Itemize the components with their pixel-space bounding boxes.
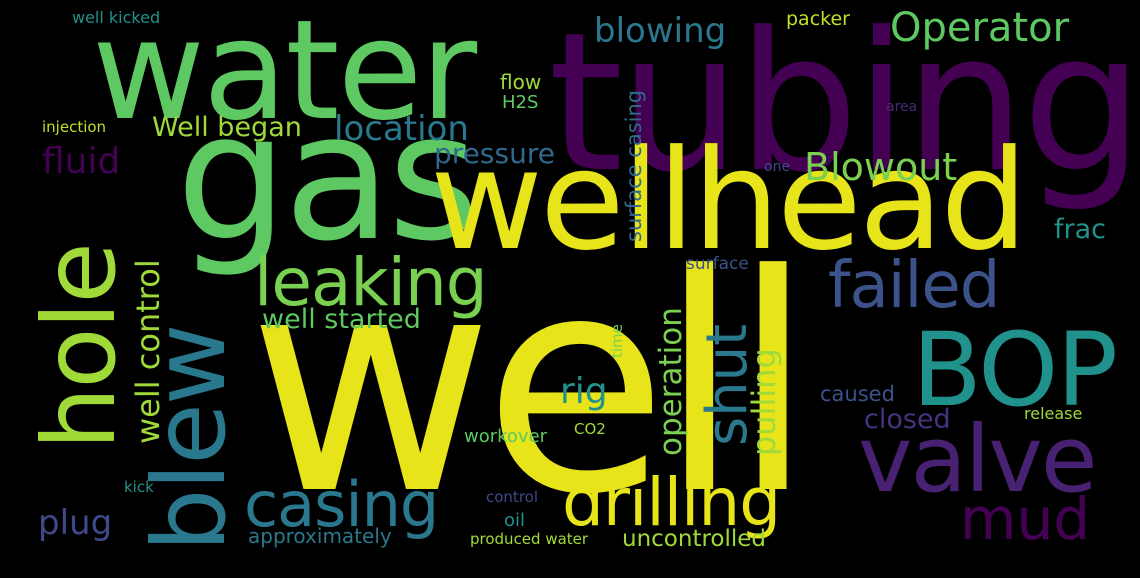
word-water: water	[92, 0, 477, 151]
word-co2: CO2	[574, 420, 606, 438]
word-operation: operation	[653, 307, 689, 456]
word-blowing: blowing	[594, 11, 727, 51]
word-plug: plug	[38, 503, 113, 543]
word-one: one	[764, 159, 791, 175]
word-well: well	[248, 211, 815, 560]
word-release: release	[1024, 404, 1083, 423]
word-frac: frac	[1054, 214, 1106, 245]
word-casing: casing	[244, 468, 439, 541]
word-caused: caused	[820, 382, 895, 406]
word-h2s: H2S	[502, 92, 539, 113]
word-kick: kick	[124, 478, 154, 496]
word-area: area	[886, 99, 918, 115]
word-pulling: pulling	[745, 348, 783, 456]
word-pressure: pressure	[434, 137, 555, 170]
word-time: time	[608, 324, 626, 358]
word-surface-casing: surface casing	[622, 89, 646, 242]
word-closed: closed	[864, 404, 951, 435]
word-approximately: approximately	[248, 524, 392, 548]
word-drilling: drilling	[562, 464, 781, 541]
word-operator: Operator	[890, 5, 1070, 51]
word-hole: hole	[21, 244, 138, 450]
word-failed: failed	[828, 249, 1000, 323]
word-gas: gas	[176, 75, 479, 280]
word-well-began: Well began	[152, 112, 302, 143]
word-uncontrolled: uncontrolled	[622, 526, 767, 552]
word-workover: workover	[464, 426, 548, 447]
word-flow: flow	[500, 70, 542, 94]
word-well-control: well control	[129, 259, 167, 444]
word-rig: rig	[560, 371, 608, 412]
word-surface: surface	[686, 254, 749, 274]
word-location: location	[334, 109, 469, 149]
word-mud: mud	[960, 485, 1091, 553]
word-packer: packer	[786, 8, 850, 30]
word-tubing: tubing	[548, 0, 1140, 215]
word-injection: injection	[42, 118, 107, 136]
word-oil: oil	[504, 510, 526, 531]
word-leaking: leaking	[254, 244, 488, 321]
word-produced-water: produced water	[470, 530, 589, 548]
word-control: control	[486, 488, 538, 506]
word-fluid: fluid	[42, 141, 121, 182]
word-well-kicked: well kicked	[72, 8, 161, 27]
word-bop: BOP	[912, 311, 1118, 430]
word-blowout: Blowout	[804, 145, 958, 189]
word-valve: valve	[858, 406, 1097, 513]
word-wellhead: wellhead	[430, 120, 1028, 281]
word-well-started: well started	[262, 304, 421, 335]
